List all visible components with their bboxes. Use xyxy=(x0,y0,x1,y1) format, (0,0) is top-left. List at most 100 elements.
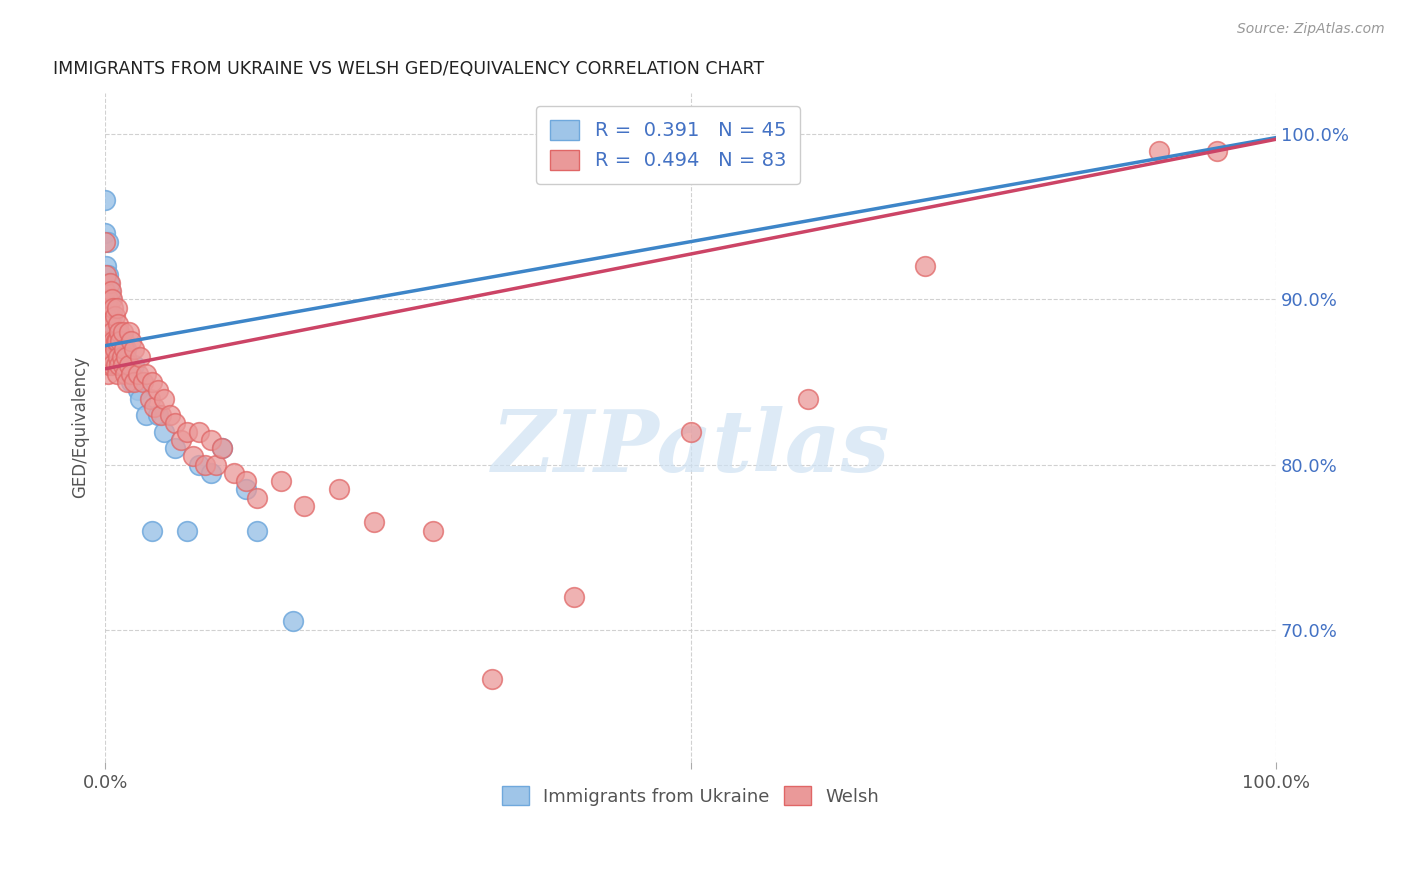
Point xyxy=(94,194,117,208)
Point xyxy=(101,326,124,340)
Point xyxy=(481,672,503,686)
Point xyxy=(97,276,120,290)
Point xyxy=(181,450,204,464)
Point xyxy=(100,359,122,373)
Point xyxy=(96,268,118,282)
Point xyxy=(96,334,118,348)
Point xyxy=(96,235,118,249)
Point xyxy=(97,334,120,348)
Point xyxy=(129,350,152,364)
Point xyxy=(94,284,117,298)
Point xyxy=(110,350,132,364)
Point xyxy=(96,268,118,282)
Point xyxy=(94,342,117,356)
Point xyxy=(101,293,124,307)
Point xyxy=(170,433,193,447)
Point xyxy=(96,260,118,274)
Point xyxy=(101,359,124,373)
Point xyxy=(105,367,128,381)
Point xyxy=(211,441,233,455)
Point xyxy=(200,433,222,447)
Point xyxy=(96,309,118,323)
Point xyxy=(115,350,138,364)
Point xyxy=(100,334,122,348)
Point xyxy=(159,408,181,422)
Point xyxy=(270,474,292,488)
Point xyxy=(152,392,174,406)
Point xyxy=(96,293,118,307)
Point xyxy=(127,384,149,398)
Point xyxy=(211,441,233,455)
Point xyxy=(281,615,304,629)
Point xyxy=(117,367,139,381)
Point xyxy=(422,524,444,538)
Point xyxy=(679,425,702,439)
Point xyxy=(103,326,125,340)
Point xyxy=(97,359,120,373)
Point xyxy=(120,367,142,381)
Point xyxy=(94,235,117,249)
Point xyxy=(100,317,122,331)
Point xyxy=(98,334,121,348)
Point xyxy=(112,334,135,348)
Point xyxy=(187,425,209,439)
Point xyxy=(150,408,173,422)
Point xyxy=(104,359,127,373)
Point xyxy=(98,284,121,298)
Point xyxy=(105,350,128,364)
Point xyxy=(108,326,131,340)
Point xyxy=(94,227,117,241)
Point xyxy=(562,590,585,604)
Point xyxy=(146,408,169,422)
Point xyxy=(146,384,169,398)
Point xyxy=(97,317,120,331)
Point xyxy=(363,516,385,530)
Point xyxy=(187,458,209,472)
Point xyxy=(105,326,128,340)
Point xyxy=(110,342,132,356)
Y-axis label: GED/Equivalency: GED/Equivalency xyxy=(72,356,89,499)
Point xyxy=(165,417,187,431)
Point xyxy=(103,301,125,315)
Point xyxy=(117,326,139,340)
Point xyxy=(111,359,134,373)
Point xyxy=(111,359,134,373)
Point xyxy=(176,425,198,439)
Point xyxy=(105,334,128,348)
Point xyxy=(103,309,125,323)
Point xyxy=(103,334,125,348)
Point xyxy=(796,392,818,406)
Point xyxy=(115,342,138,356)
Point xyxy=(104,334,127,348)
Point xyxy=(100,284,122,298)
Point xyxy=(101,342,124,356)
Point xyxy=(103,350,125,364)
Point xyxy=(107,350,129,364)
Point xyxy=(205,458,228,472)
Point xyxy=(124,359,146,373)
Point xyxy=(235,483,257,497)
Point xyxy=(114,367,136,381)
Point xyxy=(100,350,122,364)
Point xyxy=(138,392,160,406)
Point xyxy=(117,359,139,373)
Point xyxy=(101,309,124,323)
Point xyxy=(141,375,163,389)
Point xyxy=(103,334,125,348)
Point xyxy=(124,375,146,389)
Point xyxy=(98,276,121,290)
Text: ZIPatlas: ZIPatlas xyxy=(492,406,890,489)
Point xyxy=(94,334,117,348)
Point xyxy=(100,293,122,307)
Point xyxy=(129,392,152,406)
Point xyxy=(120,375,142,389)
Point xyxy=(914,260,936,274)
Point xyxy=(1147,144,1170,158)
Point xyxy=(103,342,125,356)
Point xyxy=(98,309,121,323)
Point xyxy=(152,425,174,439)
Point xyxy=(143,400,166,414)
Point xyxy=(96,367,118,381)
Point xyxy=(176,524,198,538)
Point xyxy=(127,367,149,381)
